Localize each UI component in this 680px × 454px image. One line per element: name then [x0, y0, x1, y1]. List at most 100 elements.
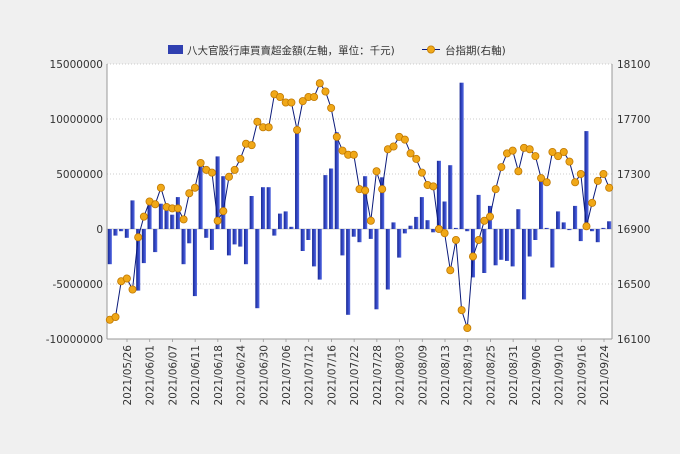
bar — [465, 229, 470, 232]
bar — [312, 229, 317, 267]
left-y-tick-label: 0 — [96, 224, 103, 236]
line-point — [156, 183, 165, 192]
axes — [106, 64, 613, 340]
line-point — [207, 168, 216, 177]
line-point — [111, 312, 120, 321]
x-tick-label: 2021/09/06 — [531, 345, 543, 406]
line-point — [378, 185, 387, 194]
bar — [550, 229, 555, 268]
line-point — [134, 233, 143, 242]
line-point — [554, 152, 563, 161]
bar — [368, 229, 373, 239]
line-point — [287, 98, 296, 107]
line-point — [565, 157, 574, 166]
bar — [442, 201, 447, 229]
x-tick-label: 2021/08/25 — [485, 345, 497, 406]
line-point — [582, 222, 591, 231]
bar — [385, 229, 390, 290]
left-y-tick-label: 5000000 — [56, 169, 103, 181]
bar — [238, 229, 243, 247]
right-y-axis-ticks: 18100 17700 17300 16900 16500 16100 — [617, 59, 650, 346]
x-tick-label: 2021/08/03 — [395, 345, 407, 406]
bar — [226, 229, 232, 256]
x-tick-label: 2021/06/30 — [258, 345, 270, 406]
line-point — [548, 147, 557, 156]
line-point — [480, 216, 489, 225]
bar — [198, 165, 203, 229]
bar — [561, 222, 566, 229]
x-tick-label: 2021/08/19 — [463, 345, 475, 406]
right-y-tick-label: 16500 — [617, 279, 650, 291]
line-point — [321, 87, 330, 96]
bar — [590, 229, 595, 232]
line-point — [179, 215, 188, 224]
bar — [113, 229, 118, 236]
bar — [130, 200, 135, 229]
line-point — [468, 252, 477, 261]
bar — [499, 229, 504, 260]
bar — [232, 229, 237, 245]
x-tick-label: 2021/06/07 — [167, 345, 179, 406]
bar — [187, 229, 192, 244]
bar — [522, 229, 527, 300]
bar — [595, 229, 600, 243]
bar — [323, 175, 328, 229]
line-point — [139, 212, 148, 221]
bar — [153, 229, 158, 253]
right-y-tick-label: 17700 — [617, 114, 650, 126]
line-point — [412, 154, 421, 163]
bar — [221, 176, 226, 229]
left-y-tick-label: 15000000 — [50, 59, 103, 71]
line-point — [571, 178, 580, 187]
x-tick-label: 2021/08/31 — [508, 345, 520, 406]
bar — [164, 210, 169, 229]
legend-bar-label: 八大官股行庫買賣超金額(左軸，單位：千元) — [187, 44, 395, 57]
bar — [351, 229, 356, 237]
line-point — [599, 169, 608, 178]
bar — [408, 225, 413, 229]
line-point — [406, 149, 415, 158]
line-point — [593, 176, 602, 185]
line-point — [537, 174, 546, 183]
x-tick-label: 2021/09/16 — [576, 345, 588, 406]
bar — [448, 165, 453, 229]
right-y-tick-label: 16900 — [617, 224, 650, 236]
gridlines — [107, 63, 612, 340]
line-point — [542, 178, 551, 187]
line-point — [605, 183, 614, 192]
bar — [346, 229, 351, 315]
bar — [334, 132, 339, 229]
line-point — [366, 216, 375, 225]
x-tick-label: 2021/08/13 — [440, 345, 452, 406]
bar — [391, 222, 396, 229]
line-point — [474, 235, 483, 244]
bar — [357, 229, 362, 243]
bar — [204, 229, 209, 238]
bar — [607, 221, 612, 229]
line-point — [185, 189, 194, 198]
bar — [209, 229, 215, 250]
x-tick-label: 2021/06/01 — [145, 345, 157, 406]
bar — [533, 229, 538, 240]
x-tick-label: 2021/06/24 — [236, 345, 248, 406]
plot-area — [107, 64, 612, 339]
bar — [295, 127, 300, 229]
bar — [124, 229, 129, 238]
bar — [278, 213, 283, 229]
x-tick-label: 2021/05/26 — [122, 345, 134, 406]
bar — [425, 220, 430, 229]
bar — [573, 205, 578, 229]
bar — [504, 229, 510, 261]
bar — [289, 226, 294, 229]
bar — [340, 229, 345, 256]
line-point — [525, 145, 534, 154]
bar — [516, 209, 521, 229]
line-point — [293, 126, 302, 135]
legend-bar-swatch — [168, 45, 183, 54]
bar-series — [107, 82, 612, 315]
left-y-axis-ticks: 15000000 10000000 5000000 0 -5000000 -1000000… — [46, 59, 103, 346]
bar — [601, 227, 606, 229]
x-tick-label: 2021/08/09 — [417, 345, 429, 406]
line-point — [446, 266, 455, 275]
